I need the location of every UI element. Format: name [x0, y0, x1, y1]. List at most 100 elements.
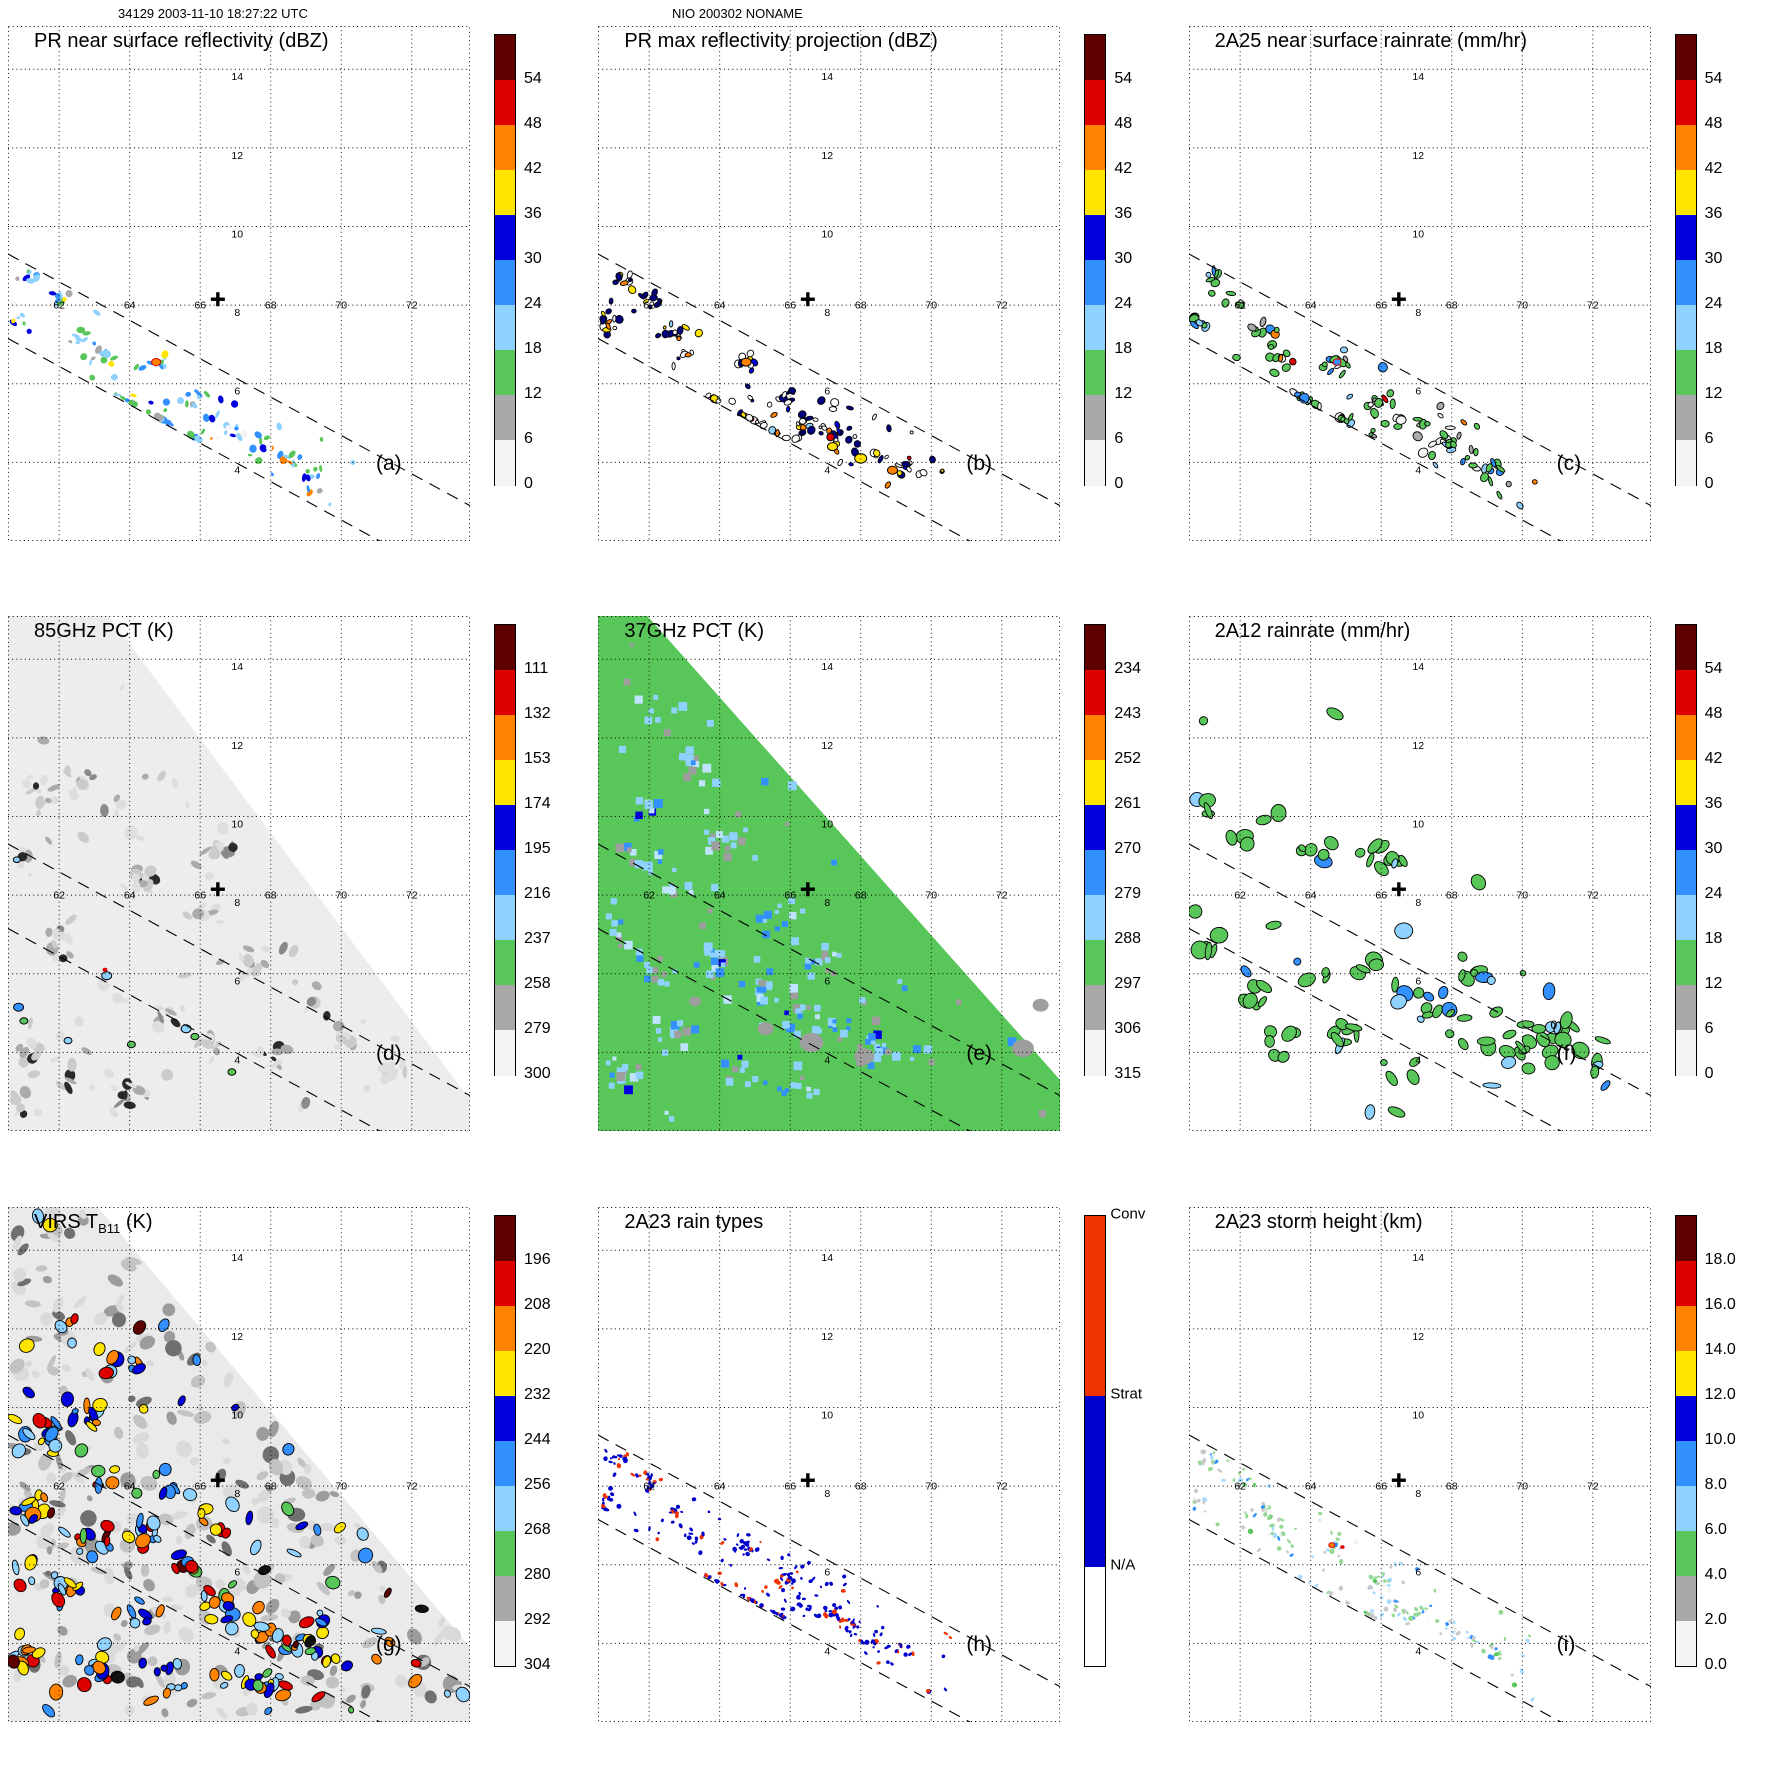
data-blob	[638, 1474, 643, 1477]
data-blob	[828, 1609, 833, 1612]
data-blob	[824, 1609, 828, 1612]
data-blob	[178, 972, 192, 979]
data-blob	[225, 425, 233, 430]
data-blob	[884, 1645, 890, 1649]
data-blob	[160, 1664, 168, 1672]
data-blob	[282, 1442, 295, 1456]
colorbar-segment	[495, 625, 515, 671]
data-blob	[1345, 393, 1353, 400]
data-blob	[288, 450, 296, 459]
data-blob	[40, 1492, 49, 1502]
data-blob	[22, 1427, 36, 1440]
data-blob	[250, 1628, 260, 1639]
data-blob	[217, 845, 224, 853]
svg-text:70: 70	[926, 890, 938, 902]
data-blob	[708, 837, 716, 845]
colorbar-tick-label: 174	[524, 795, 551, 813]
data-blob	[297, 454, 303, 460]
data-blob	[21, 1496, 36, 1506]
data-blob	[800, 429, 807, 435]
data-blob	[794, 1031, 802, 1039]
data-blob	[42, 1275, 53, 1283]
data-blob	[75, 1466, 92, 1477]
data-blob	[813, 1089, 820, 1096]
data-blob	[615, 315, 624, 324]
data-blob	[79, 1527, 88, 1544]
data-blob	[618, 1457, 621, 1460]
data-blob	[1246, 323, 1257, 332]
data-blob	[204, 872, 215, 881]
data-blob	[38, 1453, 52, 1471]
data-blob	[51, 929, 63, 942]
data-blob	[1383, 1606, 1389, 1612]
data-blob	[1231, 353, 1241, 362]
data-blob	[1293, 1527, 1297, 1530]
data-blob	[614, 1455, 618, 1459]
data-blob	[163, 1620, 171, 1634]
data-blob	[274, 1572, 286, 1584]
colorbar-segment	[1085, 985, 1106, 1031]
data-blob	[630, 849, 637, 856]
data-blob	[612, 314, 617, 323]
data-blob	[815, 1014, 821, 1020]
colorbar-segment	[1675, 850, 1696, 896]
data-blob	[8, 1413, 23, 1424]
data-blob	[1039, 1110, 1047, 1118]
data-blob	[1212, 1450, 1215, 1454]
svg-text:72: 72	[1587, 890, 1599, 902]
data-blob	[110, 1085, 118, 1092]
colorbar-tick-label: 208	[524, 1295, 551, 1313]
data-blob	[113, 1099, 125, 1109]
data-blob	[786, 405, 791, 413]
data-blob	[1408, 1057, 1420, 1068]
data-blob	[302, 1487, 316, 1499]
data-blob	[752, 855, 759, 861]
colorbar-segment	[1085, 1030, 1106, 1076]
data-blob	[165, 1008, 177, 1016]
colorbar-bar	[494, 624, 516, 1077]
data-blob	[624, 1085, 634, 1095]
panel-title: 85GHz PCT (K)	[34, 620, 174, 643]
data-blob	[658, 979, 665, 986]
svg-text:72: 72	[406, 300, 418, 312]
data-blob	[707, 948, 715, 956]
data-blob	[213, 1048, 221, 1056]
data-blob	[768, 426, 777, 435]
data-blob	[77, 1676, 92, 1692]
data-blob	[636, 955, 644, 963]
colorbar-segment	[1085, 805, 1106, 851]
data-blob	[650, 1485, 653, 1489]
data-blob	[357, 1547, 374, 1563]
data-blob	[1215, 1522, 1220, 1527]
data-blob	[1317, 849, 1330, 862]
data-blob	[1200, 1448, 1206, 1455]
data-blob	[124, 1566, 133, 1580]
data-blob	[746, 1596, 751, 1600]
data-blob	[1286, 1538, 1291, 1544]
data-blob	[64, 1077, 77, 1085]
svg-text:14: 14	[1412, 71, 1424, 83]
colorbar-segment	[1675, 940, 1696, 986]
data-blob	[699, 780, 706, 787]
data-blob	[292, 979, 299, 986]
data-blob	[52, 1310, 66, 1320]
colorbar-category-label: N/A	[1110, 1556, 1136, 1574]
data-blob	[1489, 457, 1496, 468]
data-blob	[113, 794, 121, 803]
data-blob	[1519, 1668, 1524, 1674]
data-blob	[1317, 1511, 1323, 1515]
data-blob	[852, 434, 858, 439]
data-blob	[102, 349, 111, 359]
colorbar-tick-label: 196	[524, 1250, 551, 1268]
data-blob	[1431, 1004, 1443, 1019]
data-blob	[1292, 957, 1301, 966]
data-blob	[635, 811, 644, 820]
data-blob	[675, 1513, 680, 1518]
data-blob	[669, 884, 674, 889]
data-blob	[311, 1690, 326, 1702]
data-blob	[1519, 970, 1526, 977]
data-blob	[796, 1602, 802, 1606]
data-blob	[834, 1606, 839, 1610]
